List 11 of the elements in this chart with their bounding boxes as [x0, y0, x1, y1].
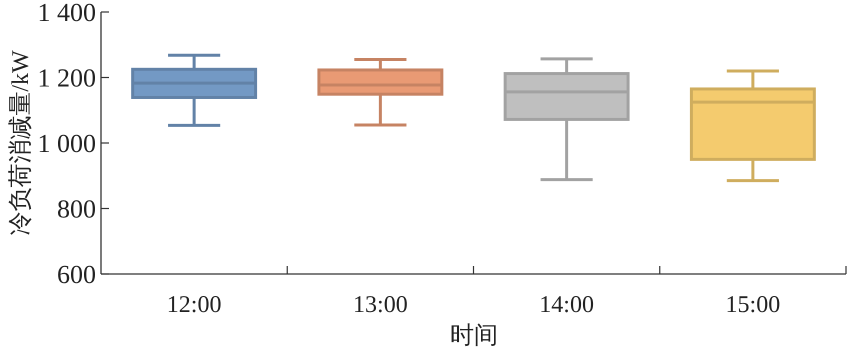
x-tick-label: 13:00 [353, 292, 408, 318]
y-tick-label: 1 400 [38, 0, 96, 27]
x-tick-label: 15:00 [726, 292, 780, 318]
x-axis-title: 时间 [450, 323, 498, 349]
y-tick-label: 800 [57, 194, 96, 224]
y-tick-label: 1 200 [38, 64, 96, 92]
x-tick-label: 14:00 [539, 292, 594, 318]
y-tick-label: 1 000 [38, 129, 96, 158]
x-tick-label: 12:00 [166, 292, 222, 318]
y-axis-title: 冷负荷消减量/kW [8, 50, 34, 236]
y-tick-label: 600 [57, 260, 96, 289]
